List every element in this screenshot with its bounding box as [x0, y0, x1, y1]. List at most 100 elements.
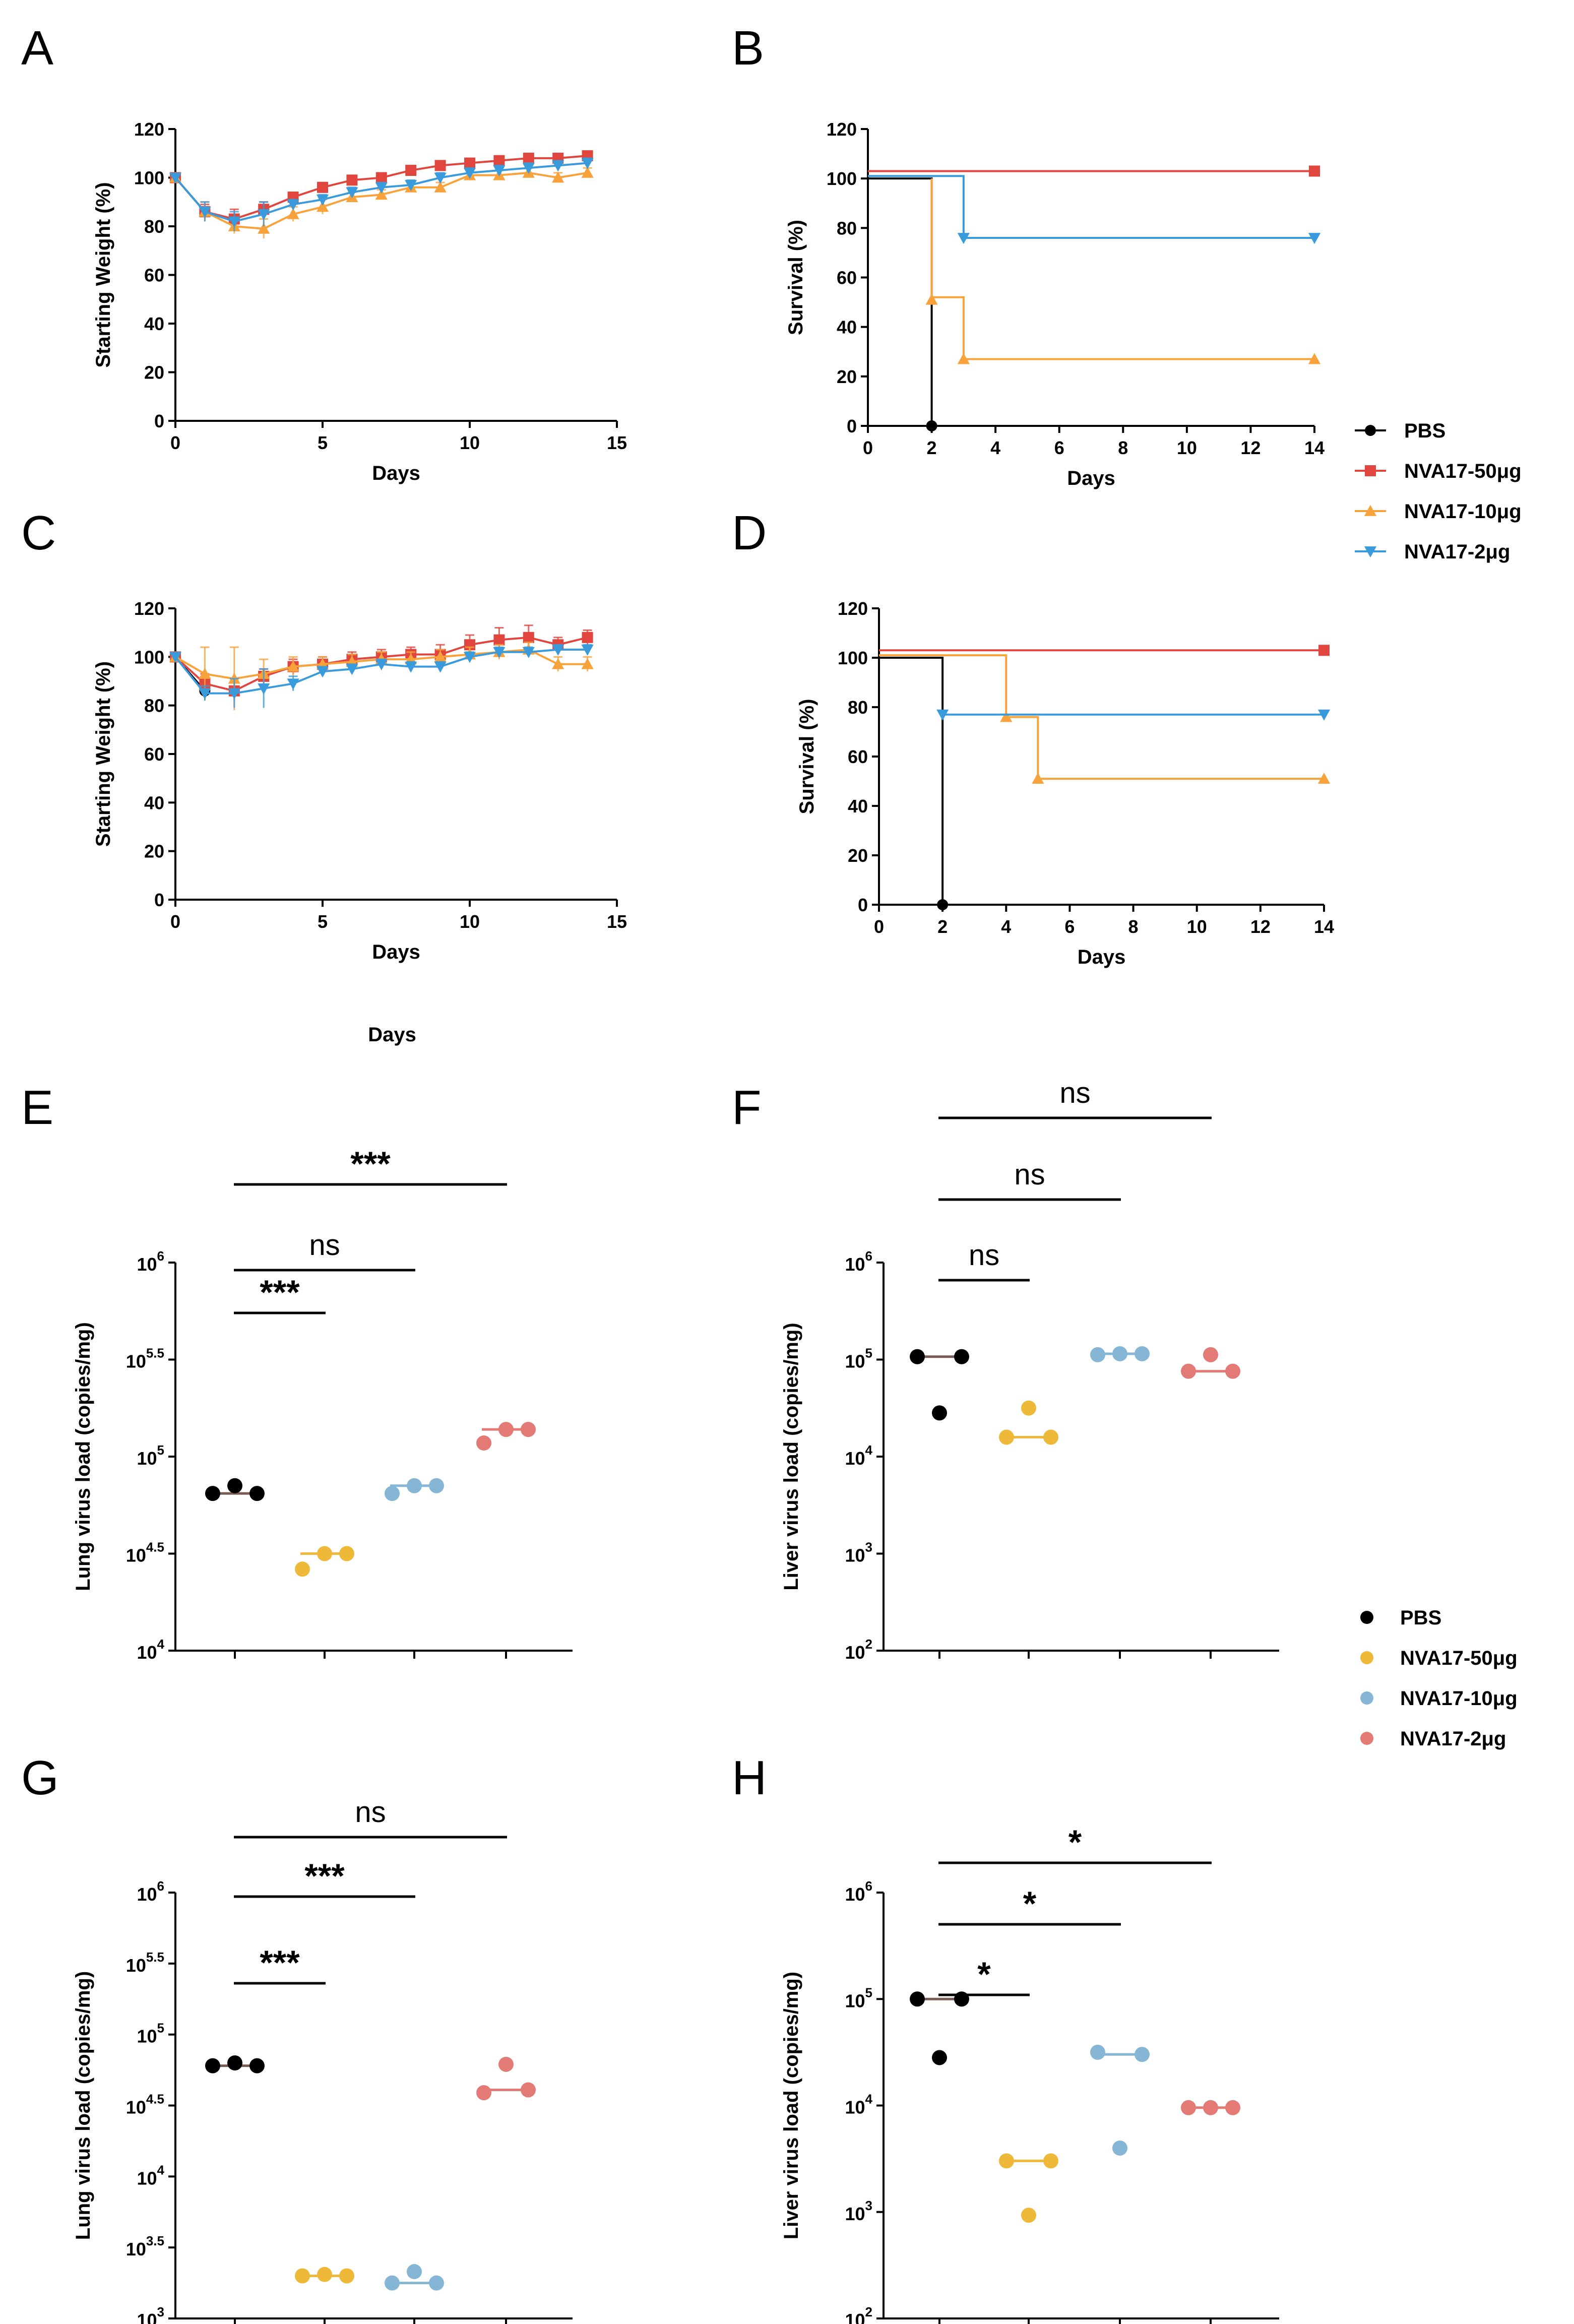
data-point	[316, 195, 329, 206]
significance-label: ns	[355, 1796, 386, 1829]
data-point	[1135, 1346, 1150, 1361]
data-point	[258, 209, 270, 220]
tick-exponent: 3	[865, 1540, 872, 1555]
y-tick-label: 40	[144, 792, 164, 813]
legend-top-item: NVA17-50μg	[1355, 460, 1522, 482]
y-tick-label: 104.5	[126, 1540, 164, 1566]
data-point	[1112, 1346, 1127, 1361]
data-point	[1043, 2153, 1058, 2169]
data-point	[476, 1435, 491, 1451]
tick-base: 10	[845, 1545, 865, 1566]
data-point	[581, 166, 594, 178]
series-NVA17-2μg	[868, 175, 1321, 244]
data-point	[405, 180, 417, 192]
data-point	[199, 667, 211, 679]
y-axis-label: Survival (%)	[796, 699, 818, 814]
significance-comparison: ns	[234, 1229, 415, 1272]
series-NVA17-50μg	[868, 165, 1320, 177]
group-NVA17-50μg	[295, 1546, 354, 1577]
x-tick-label: 0	[170, 911, 180, 932]
data-point	[1090, 2044, 1105, 2060]
x-axis-label: Days	[1067, 467, 1115, 489]
data-point	[463, 167, 476, 179]
data-point	[498, 2056, 514, 2072]
data-point	[375, 659, 388, 670]
data-point	[1308, 233, 1321, 244]
y-tick-label: 0	[154, 411, 164, 431]
tick-exponent: 6	[865, 1248, 872, 1264]
data-point	[493, 647, 506, 658]
data-point	[1032, 773, 1044, 784]
data-point	[957, 353, 970, 364]
data-point	[346, 174, 358, 186]
data-point	[317, 2267, 332, 2282]
tick-exponent: 5	[157, 2021, 164, 2036]
data-point	[258, 222, 270, 234]
data-point	[258, 683, 270, 695]
data-point	[317, 181, 328, 193]
data-point	[522, 647, 535, 658]
tick-base: 10	[126, 1351, 146, 1372]
significance-comparison: ns	[938, 1158, 1121, 1201]
y-tick-label: 104.5	[126, 2092, 164, 2118]
data-point	[287, 678, 299, 690]
significance-comparison: ns	[234, 1796, 507, 1839]
data-point	[434, 172, 447, 184]
data-point	[1225, 1363, 1240, 1379]
significance-comparison: ns	[938, 1239, 1030, 1282]
y-axis-label: Lung virus load (copies/mg)	[72, 1971, 94, 2240]
tick-exponent: 4.5	[146, 2092, 164, 2107]
tick-base: 10	[126, 1545, 146, 1566]
data-point	[249, 1486, 265, 1501]
x-tick-label: 4	[1001, 916, 1011, 937]
x-tick-label: 0	[874, 916, 884, 937]
tick-base: 10	[845, 2204, 865, 2224]
data-point	[317, 1546, 332, 1561]
series-NVA17-2μg	[169, 157, 594, 231]
data-point	[339, 2268, 354, 2284]
tick-base: 10	[845, 1254, 865, 1275]
significance-label: *	[1023, 1885, 1037, 1923]
significance-comparison: ***	[234, 1145, 507, 1186]
legend-label: NVA17-50μg	[1404, 460, 1522, 482]
data-point	[552, 160, 564, 172]
data-point	[552, 171, 564, 183]
data-point	[434, 651, 447, 662]
legend-label: NVA17-50μg	[1400, 1647, 1518, 1669]
y-axis-label: Survival (%)	[785, 220, 807, 335]
data-point	[493, 634, 505, 646]
y-tick-label: 105.5	[126, 1950, 164, 1976]
y-axis-label: Starting Weight (%)	[92, 661, 114, 847]
group-PBS	[910, 1991, 969, 2065]
y-tick-label: 102	[845, 1637, 872, 1663]
y-tick-label: 105	[137, 2021, 164, 2047]
x-tick-label: 6	[1064, 916, 1075, 937]
group-NVA17-50μg	[999, 1400, 1058, 1445]
y-tick-label: 105	[845, 1985, 872, 2011]
significance-label: ns	[309, 1229, 340, 1262]
data-point	[385, 2275, 400, 2291]
data-point	[199, 688, 211, 700]
legend-marker	[1365, 425, 1376, 436]
series-NVA17-10μg	[879, 654, 1331, 784]
data-point	[339, 1546, 354, 1561]
significance-label: ns	[1059, 1077, 1090, 1109]
panel-A: A 0 20 40 60 80 100 120 0 5 10 15 Days Starting Weigh…	[21, 21, 627, 484]
tick-base: 10	[137, 2026, 157, 2047]
significance-comparison: ns	[938, 1077, 1212, 1119]
y-tick-label: 104	[137, 1637, 164, 1663]
data-point	[1317, 773, 1331, 784]
x-tick-label: 10	[460, 911, 480, 932]
group-NVA17-2μg	[476, 2056, 536, 2101]
data-point	[287, 199, 299, 211]
legend-top-item: NVA17-10μg	[1355, 500, 1522, 523]
x-tick-label: 8	[1118, 437, 1128, 458]
data-point	[1317, 709, 1331, 721]
y-axis-label: Liver virus load (copies/mg)	[780, 1323, 802, 1590]
data-point	[316, 666, 329, 678]
data-point	[476, 2085, 491, 2101]
data-point	[1181, 1363, 1196, 1379]
x-tick-label: 12	[1240, 437, 1261, 458]
group-NVA17-10μg	[1090, 2044, 1150, 2156]
